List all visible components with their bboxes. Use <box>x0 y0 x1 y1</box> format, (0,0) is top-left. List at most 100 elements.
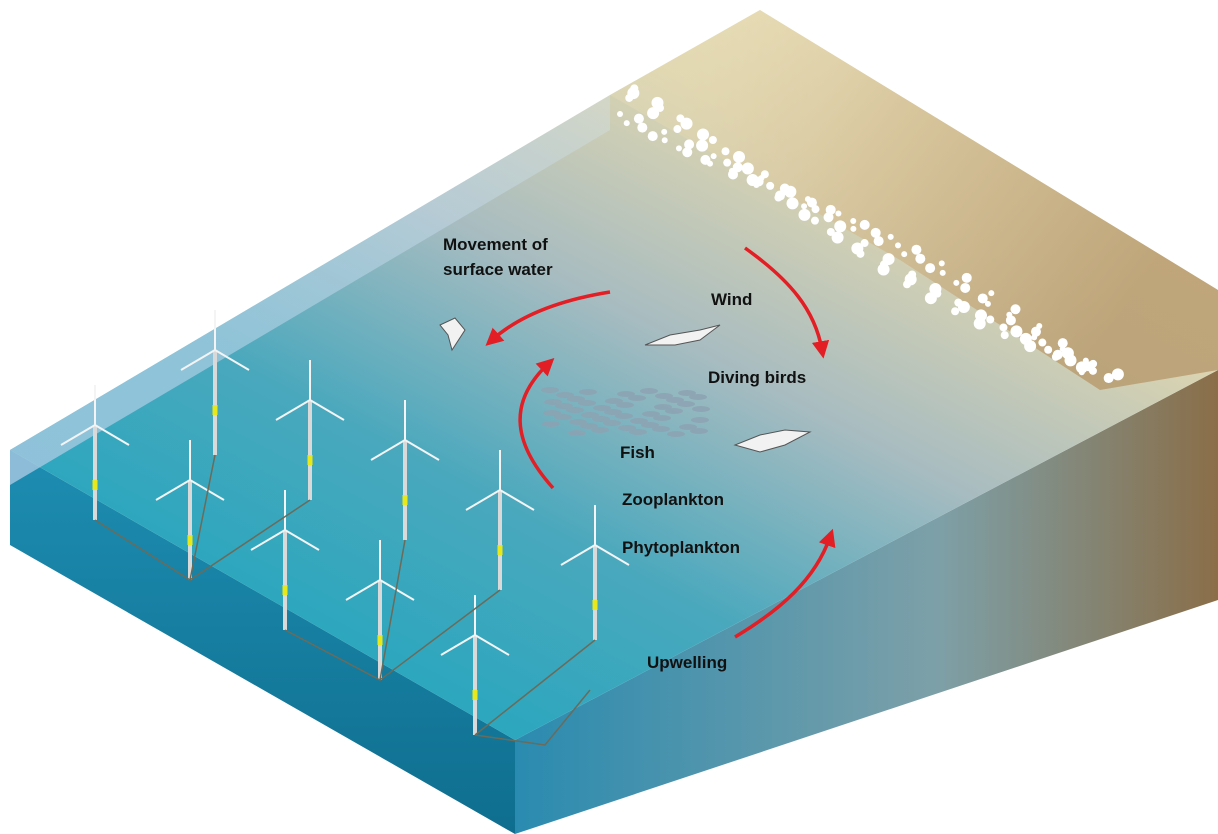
foam-dot <box>850 225 857 232</box>
fish <box>618 425 636 431</box>
fish <box>628 395 646 401</box>
foam-dot <box>834 220 847 233</box>
foam-dot <box>710 153 717 160</box>
blade <box>275 399 311 421</box>
fish <box>652 426 670 432</box>
blade <box>560 544 596 566</box>
blade <box>404 439 440 461</box>
foam-dot <box>810 216 819 225</box>
transition-piece <box>92 480 98 490</box>
foam-dot <box>1059 345 1066 352</box>
beach <box>610 10 1218 390</box>
foam-dot <box>741 162 754 175</box>
transition-piece <box>212 405 218 415</box>
foam-dot <box>860 239 869 248</box>
foam-dot <box>680 117 693 130</box>
foam-dot <box>1024 340 1037 353</box>
foam-dot <box>637 122 648 133</box>
fish <box>655 393 673 399</box>
foam-dot <box>850 218 857 225</box>
foam-dot <box>1010 304 1021 315</box>
label: Zooplankton <box>622 490 724 509</box>
blade <box>309 399 345 421</box>
fish <box>603 420 621 426</box>
fish <box>640 388 658 394</box>
foam-dot <box>775 190 786 201</box>
foam-dot <box>984 300 991 307</box>
fish-school <box>541 387 710 437</box>
blade <box>594 544 630 566</box>
foam-dot <box>1057 338 1068 349</box>
fish <box>629 429 647 435</box>
foam-dot <box>859 219 870 230</box>
blade <box>345 579 381 601</box>
foam-dot <box>953 279 960 286</box>
foam-dot <box>835 210 842 217</box>
arrow <box>485 290 611 346</box>
turbine <box>370 400 440 540</box>
fish <box>677 401 695 407</box>
foam-dot <box>633 113 644 124</box>
labels: Movement of surface water Wind Diving bi… <box>443 235 806 672</box>
fish <box>543 410 561 416</box>
fish <box>679 424 697 430</box>
foam-dot <box>675 145 682 152</box>
foam-dot <box>728 169 739 180</box>
fish <box>593 405 611 411</box>
blade <box>499 489 535 511</box>
foam-dot <box>1078 369 1085 376</box>
foam-dot <box>697 128 710 141</box>
foam-dot <box>823 212 834 223</box>
foam-dot <box>1103 373 1114 384</box>
fish <box>555 403 573 409</box>
foam-dot <box>877 263 890 276</box>
label: Upwelling <box>647 653 727 672</box>
foam-dot <box>831 231 844 244</box>
foam-dot <box>682 147 693 158</box>
transition-piece <box>402 495 408 505</box>
fish <box>689 394 707 400</box>
fish <box>690 428 708 434</box>
foam-dot <box>911 244 922 255</box>
foam-dot <box>1005 315 1016 326</box>
foam-dot <box>925 263 936 274</box>
blade <box>189 479 225 501</box>
foam-dot <box>973 317 986 330</box>
arrow <box>734 528 836 639</box>
fish <box>566 407 584 413</box>
transition-piece <box>282 585 288 595</box>
fish <box>581 412 599 418</box>
label: surface water <box>443 260 553 279</box>
foam-dot <box>732 162 743 173</box>
foam-dot <box>977 293 988 304</box>
blade <box>440 634 476 656</box>
foam-dot <box>1010 325 1023 338</box>
turbine <box>180 310 250 455</box>
foam-dot <box>1030 326 1041 337</box>
fish <box>692 406 710 412</box>
transition-piece <box>307 455 313 465</box>
fish <box>554 414 572 420</box>
foam-dot <box>938 260 945 267</box>
right-face <box>515 370 1218 834</box>
foam-dot <box>1044 345 1053 354</box>
label: Movement of <box>443 235 548 254</box>
blade <box>474 634 510 656</box>
fish <box>667 431 685 437</box>
arrows <box>485 246 836 639</box>
foam-dot <box>1075 361 1088 374</box>
fish <box>615 413 633 419</box>
foam-dot <box>721 147 730 156</box>
foam-dot <box>625 93 634 102</box>
fish <box>630 418 648 424</box>
blade <box>284 529 320 551</box>
wind-farm <box>60 310 630 746</box>
fish <box>654 404 672 410</box>
fish <box>616 402 634 408</box>
fish <box>605 398 623 404</box>
foam-dot <box>673 125 682 134</box>
fish <box>641 422 659 428</box>
fish <box>580 423 598 429</box>
birds <box>439 317 812 453</box>
